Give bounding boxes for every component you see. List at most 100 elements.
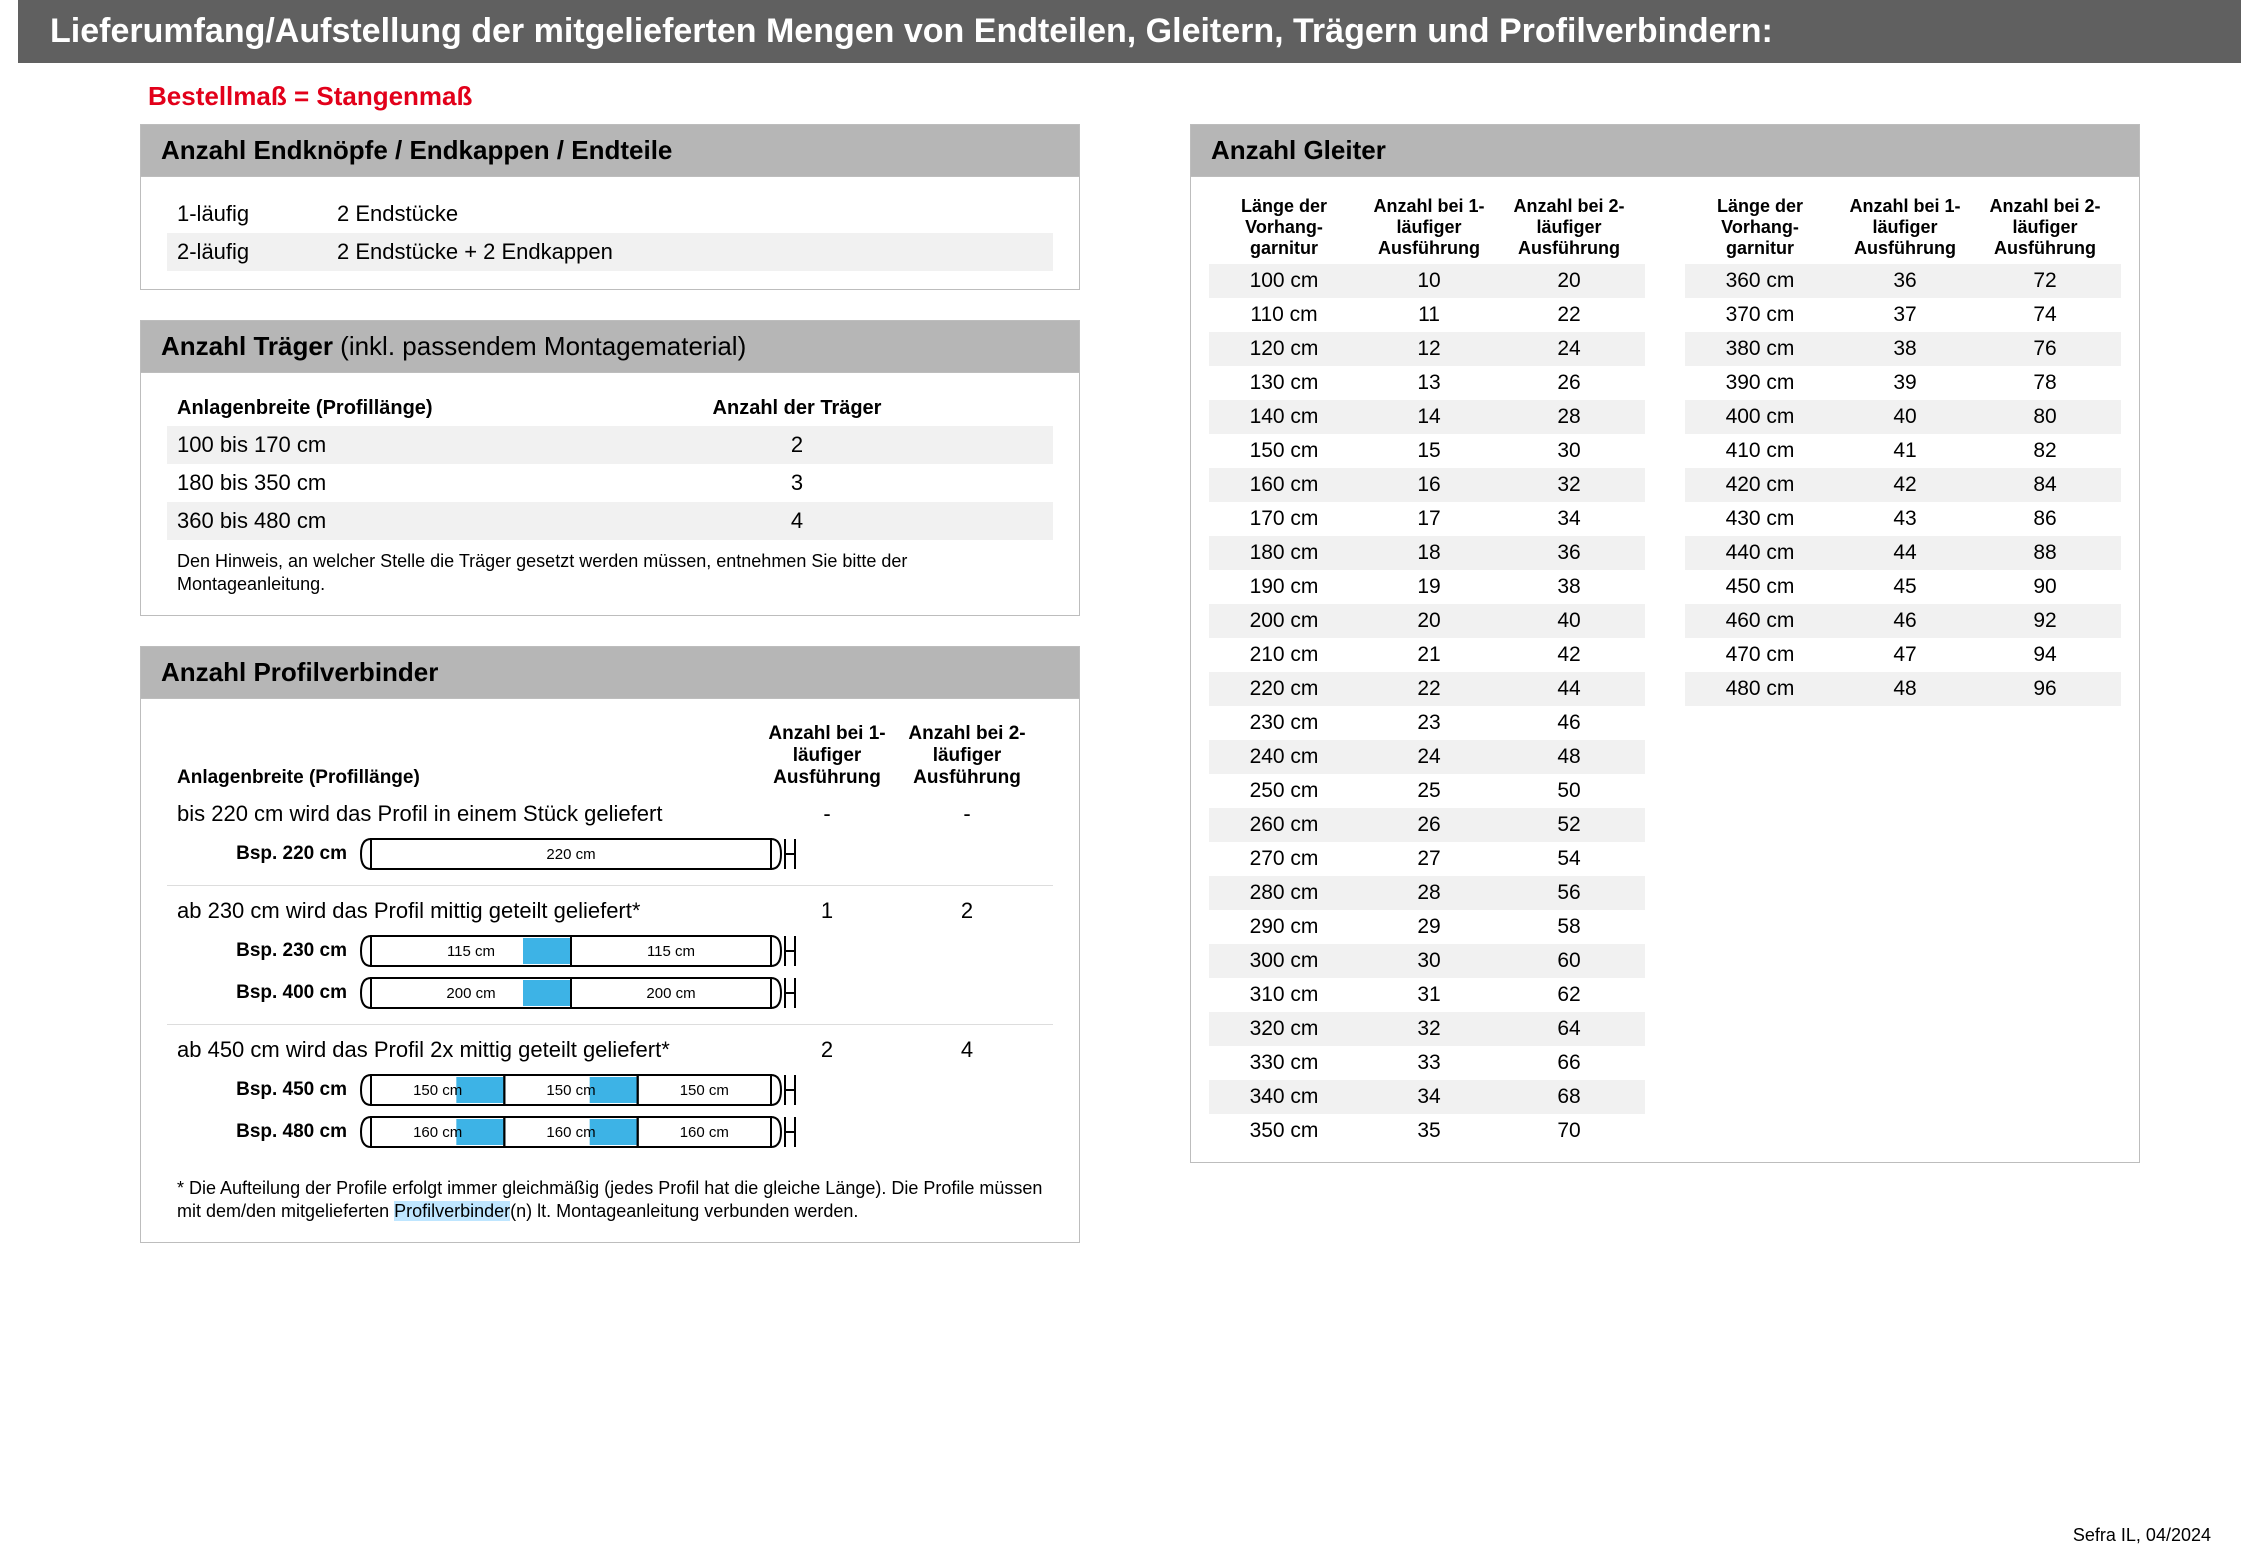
gleiter-count2: 32 (1499, 468, 1639, 502)
endteile-row: 1-läufig2 Endstücke (167, 195, 1053, 233)
gleiter-length: 400 cm (1685, 400, 1835, 434)
gleiter-row: 160 cm1632 (1209, 468, 1645, 502)
gleiter-count1: 20 (1359, 604, 1499, 638)
gleiter-count1: 47 (1835, 638, 1975, 672)
gleiter-count1: 18 (1359, 536, 1499, 570)
traeger-range: 360 bis 480 cm (167, 502, 667, 540)
gleiter-count2: 50 (1499, 774, 1639, 808)
pv-group-title: ab 230 cm wird das Profil mittig geteilt… (167, 892, 757, 930)
gleiter-row: 390 cm3978 (1685, 366, 2121, 400)
gleiter-count1: 41 (1835, 434, 1975, 468)
gleiter-length: 460 cm (1685, 604, 1835, 638)
gleiter-count2: 22 (1499, 298, 1639, 332)
gleiter-count2: 40 (1499, 604, 1639, 638)
gleiter-row: 210 cm2142 (1209, 638, 1645, 672)
gleiter-length: 280 cm (1209, 876, 1359, 910)
gleiter-length: 160 cm (1209, 468, 1359, 502)
gleiter-row: 120 cm1224 (1209, 332, 1645, 366)
gleiter-length: 110 cm (1209, 298, 1359, 332)
gleiter-length: 210 cm (1209, 638, 1359, 672)
gleiter-length: 200 cm (1209, 604, 1359, 638)
gleiter-length: 100 cm (1209, 264, 1359, 298)
pv-example-label: Bsp. 230 cm (177, 940, 347, 962)
gleiter-length: 310 cm (1209, 978, 1359, 1012)
gleiter-row: 230 cm2346 (1209, 706, 1645, 740)
pv-count2: 2 (897, 892, 1037, 930)
gleiter-row: 360 cm3672 (1685, 264, 2121, 298)
pv-count1: 2 (757, 1031, 897, 1069)
gleiter-count2: 90 (1975, 570, 2115, 604)
gleiter-count1: 48 (1835, 672, 1975, 706)
endcap-icon (785, 839, 795, 869)
gleiter-count2: 76 (1975, 332, 2115, 366)
gleiter-col3-header: Anzahl bei 2-läufiger Ausführung (1975, 191, 2115, 264)
gleiter-length: 480 cm (1685, 672, 1835, 706)
gleiter-count2: 36 (1499, 536, 1639, 570)
pv-example-row: Bsp. 480 cm 160 cm160 cm160 cm (167, 1111, 1053, 1153)
gleiter-row: 350 cm3570 (1209, 1114, 1645, 1148)
pv-example-row: Bsp. 230 cm115 cm115 cm (167, 930, 1053, 972)
gleiter-count2: 70 (1499, 1114, 1639, 1148)
traeger-range: 100 bis 170 cm (167, 426, 667, 464)
profile-diagram: 160 cm160 cm160 cm (359, 1115, 809, 1149)
gleiter-count2: 72 (1975, 264, 2115, 298)
gleiter-length: 430 cm (1685, 502, 1835, 536)
gleiter-length: 320 cm (1209, 1012, 1359, 1046)
svg-text:200 cm: 200 cm (446, 985, 495, 1002)
pv-example-label: Bsp. 480 cm (177, 1121, 347, 1143)
gleiter-row: 430 cm4386 (1685, 502, 2121, 536)
gleiter-count2: 68 (1499, 1080, 1639, 1114)
gleiter-count1: 14 (1359, 400, 1499, 434)
pv-note-post: (n) lt. Montageanleitung verbunden werde… (510, 1201, 858, 1221)
traeger-count: 4 (667, 502, 927, 540)
gleiter-count1: 36 (1835, 264, 1975, 298)
gleiter-col2-header: Anzahl bei 1-läufiger Ausführung (1359, 191, 1499, 264)
gleiter-count2: 82 (1975, 434, 2115, 468)
gleiter-row: 400 cm4080 (1685, 400, 2121, 434)
gleiter-row: 300 cm3060 (1209, 944, 1645, 978)
gleiter-count1: 25 (1359, 774, 1499, 808)
gleiter-row: 420 cm4284 (1685, 468, 2121, 502)
gleiter-row: 470 cm4794 (1685, 638, 2121, 672)
gleiter-length: 330 cm (1209, 1046, 1359, 1080)
gleiter-col1-header: Länge der Vorhang-garnitur (1209, 191, 1359, 264)
gleiter-count2: 86 (1975, 502, 2115, 536)
gleiter-row: 370 cm3774 (1685, 298, 2121, 332)
gleiter-length: 360 cm (1685, 264, 1835, 298)
gleiter-count1: 11 (1359, 298, 1499, 332)
gleiter-col3-header: Anzahl bei 2-läufiger Ausführung (1499, 191, 1639, 264)
traeger-row: 360 bis 480 cm4 (167, 502, 1053, 540)
gleiter-count1: 26 (1359, 808, 1499, 842)
gleiter-count1: 24 (1359, 740, 1499, 774)
gleiter-length: 220 cm (1209, 672, 1359, 706)
pv-count2: 4 (897, 1031, 1037, 1069)
gleiter-count1: 34 (1359, 1080, 1499, 1114)
gleiter-count2: 84 (1975, 468, 2115, 502)
section-header-endteile: Anzahl Endknöpfe / Endkappen / Endteile (141, 125, 1079, 177)
endcap-icon (785, 1117, 795, 1147)
gleiter-length: 250 cm (1209, 774, 1359, 808)
pv-group: ab 450 cm wird das Profil 2x mittig gete… (167, 1031, 1053, 1163)
pv-example-label: Bsp. 450 cm (177, 1079, 347, 1101)
gleiter-count2: 54 (1499, 842, 1639, 876)
gleiter-count2: 42 (1499, 638, 1639, 672)
gleiter-row: 330 cm3366 (1209, 1046, 1645, 1080)
gleiter-length: 150 cm (1209, 434, 1359, 468)
section-header-profilverbinder: Anzahl Profilverbinder (141, 647, 1079, 699)
gleiter-count1: 12 (1359, 332, 1499, 366)
gleiter-count2: 44 (1499, 672, 1639, 706)
gleiter-row: 480 cm4896 (1685, 672, 2121, 706)
traeger-col1-header: Anlagenbreite (Profillänge) (167, 391, 667, 426)
gleiter-count1: 38 (1835, 332, 1975, 366)
gleiter-count1: 21 (1359, 638, 1499, 672)
pv-example-row: Bsp. 400 cm200 cm200 cm (167, 972, 1053, 1014)
page-title: Lieferumfang/Aufstellung der mitgeliefer… (18, 0, 2241, 63)
gleiter-row: 100 cm1020 (1209, 264, 1645, 298)
gleiter-count2: 94 (1975, 638, 2115, 672)
gleiter-row: 150 cm1530 (1209, 434, 1645, 468)
profile-diagram: 220 cm (359, 837, 809, 871)
endteile-label: 2-läufig (167, 233, 327, 271)
gleiter-count2: 62 (1499, 978, 1639, 1012)
gleiter-count1: 37 (1835, 298, 1975, 332)
gleiter-count1: 32 (1359, 1012, 1499, 1046)
